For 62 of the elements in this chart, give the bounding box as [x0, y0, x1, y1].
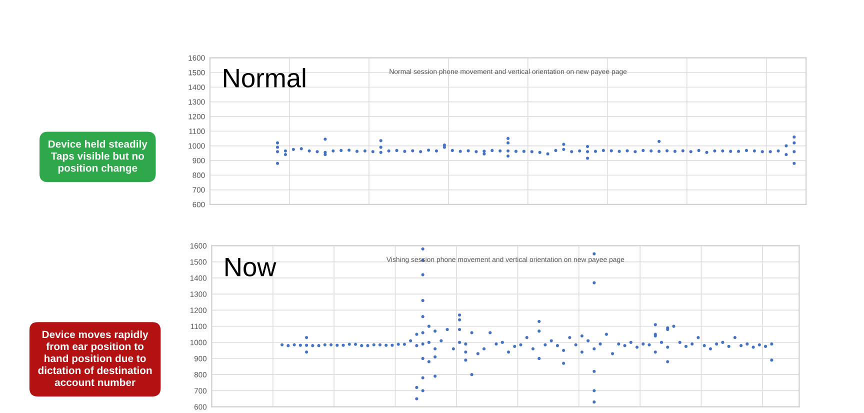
point	[421, 315, 424, 318]
point	[792, 162, 796, 165]
point	[415, 397, 418, 400]
point	[658, 140, 661, 143]
point	[470, 373, 474, 376]
point	[580, 350, 584, 354]
point	[654, 323, 657, 326]
point	[458, 313, 462, 317]
point	[592, 400, 596, 404]
point	[379, 146, 382, 149]
point	[421, 247, 424, 251]
point	[458, 328, 462, 332]
point	[592, 370, 596, 373]
point	[324, 153, 327, 156]
annotation: Now	[226, 258, 276, 276]
point	[506, 154, 510, 158]
point	[464, 358, 468, 362]
point	[562, 142, 566, 146]
point	[792, 135, 796, 139]
point	[482, 152, 486, 156]
point	[434, 374, 437, 378]
point	[784, 153, 788, 156]
point	[276, 146, 280, 149]
point	[792, 141, 796, 144]
point	[434, 355, 437, 358]
point	[666, 346, 670, 349]
point	[276, 162, 280, 165]
point	[592, 252, 596, 256]
text: Device held steadily Taps visible but no position change	[48, 140, 148, 174]
point	[654, 350, 657, 354]
point	[538, 356, 541, 360]
point	[586, 156, 590, 160]
point	[421, 389, 424, 392]
point	[666, 360, 670, 364]
point	[415, 332, 418, 336]
point	[427, 324, 430, 328]
point	[284, 153, 288, 156]
text: Device moves rapidly from ear position to hand position due to dictation of destination account number	[38, 330, 152, 386]
point	[421, 356, 424, 360]
point	[304, 336, 308, 340]
point	[421, 273, 424, 276]
point	[562, 362, 566, 365]
point	[538, 330, 541, 333]
point	[506, 141, 510, 144]
point	[592, 389, 596, 392]
point	[379, 139, 382, 142]
point	[464, 350, 468, 354]
point	[421, 331, 424, 334]
point	[586, 144, 590, 148]
point	[304, 350, 308, 354]
point	[770, 358, 774, 362]
point	[458, 318, 462, 322]
point	[592, 281, 596, 284]
point	[324, 138, 327, 141]
point	[415, 386, 418, 390]
point	[421, 376, 424, 380]
annotation: Normal	[224, 68, 306, 88]
point	[434, 330, 437, 333]
point	[427, 360, 430, 364]
point	[421, 298, 424, 302]
point	[276, 141, 280, 144]
point	[506, 136, 510, 140]
